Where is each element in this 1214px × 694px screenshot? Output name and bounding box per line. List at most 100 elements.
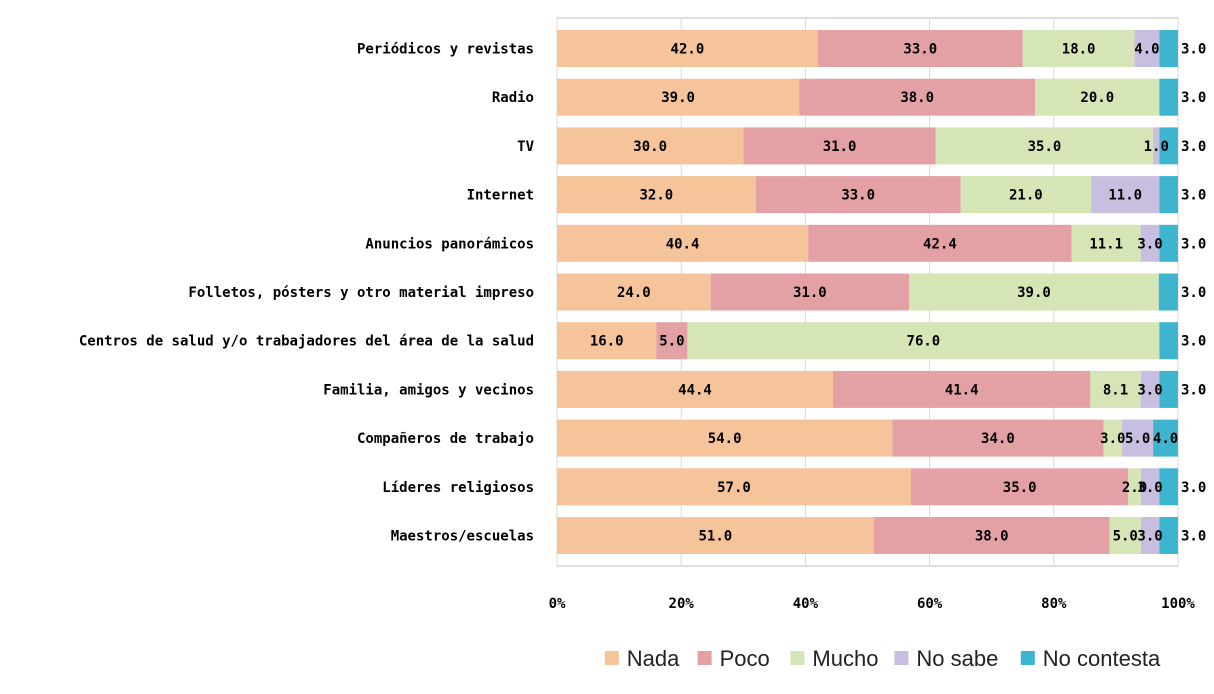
data-label: 3.0 (1181, 139, 1206, 155)
bar-segment-no-sabe (1153, 127, 1160, 165)
legend-label: No contesta (1043, 646, 1161, 671)
data-label: 3.0 (1137, 236, 1162, 252)
bar-segment-no-contesta (1159, 176, 1178, 214)
bar-segment-no-contesta (1159, 127, 1178, 165)
data-label: 42.0 (671, 42, 705, 58)
data-label: 39.0 (661, 90, 695, 106)
data-label: 57.0 (717, 480, 751, 496)
category-label: Radio (492, 90, 534, 106)
data-label: 11.1 (1089, 236, 1123, 252)
bar-segment-poco (892, 419, 1104, 457)
bar-segment-no-sabe (1140, 370, 1160, 408)
data-label: 39.0 (1017, 285, 1051, 301)
legend-item-poco: Poco (697, 646, 770, 671)
legend-label: Poco (720, 646, 770, 671)
bar-segment-nada (557, 78, 800, 116)
x-tick-label: 20% (669, 596, 695, 612)
data-label: 3.0 (1181, 382, 1206, 398)
data-label: 44.4 (678, 382, 712, 398)
x-tick-label: 80% (1041, 596, 1067, 612)
bar-segment-no-contesta (1159, 78, 1178, 116)
legend-swatch (604, 651, 619, 665)
data-label: 40.4 (666, 236, 700, 252)
data-label: 38.0 (975, 529, 1009, 545)
data-label: 3.0 (1181, 90, 1206, 106)
bar-segment-poco (833, 370, 1091, 408)
bar-segment-poco (755, 176, 961, 214)
data-label: 3.0 (1137, 529, 1162, 545)
bar-segment-no-sabe (1134, 30, 1160, 67)
bar-segment-mucho (1022, 30, 1135, 67)
data-label: 3.0 (1181, 480, 1206, 496)
bar-segment-mucho (1103, 419, 1123, 457)
data-label: 3.0 (1137, 480, 1162, 496)
data-label: 3.0 (1137, 382, 1162, 398)
bar-segment-nada (557, 127, 744, 165)
data-label: 3.0 (1181, 334, 1206, 350)
data-label: 35.0 (1003, 480, 1037, 496)
legend-swatch (790, 651, 805, 665)
value-labels: 42.0 33.0 18.0 4.0 3.0 39.0 38.0 20.0 3.0 30.0 31.… (590, 42, 1206, 545)
data-label: 3.0 (1100, 431, 1125, 447)
legend-item-nada: Nada (604, 646, 680, 671)
category-labels: Periódicos y revistas Radio TV Internet Anun… (79, 42, 535, 545)
bar-segment-poco (710, 273, 910, 311)
bar-segment-no-sabe (1122, 419, 1154, 457)
data-label: 3.0 (1181, 285, 1206, 301)
category-label: Compañeros de trabajo (357, 431, 534, 447)
x-tick-label: 100% (1161, 596, 1195, 612)
data-label: 5.0 (659, 334, 684, 350)
data-label: 3.0 (1181, 236, 1206, 252)
bar-segment-no-contesta (1159, 224, 1178, 262)
bar-segment-poco (799, 78, 1036, 116)
legend-item-no-contesta: No contesta (1020, 646, 1161, 671)
bar-segment-no-sabe (1140, 468, 1160, 506)
bar-segment-mucho (1128, 468, 1141, 506)
legend-swatch (1020, 651, 1035, 665)
data-label: 4.0 (1134, 42, 1159, 58)
bar-segment-mucho (909, 273, 1159, 311)
data-label: 31.0 (793, 285, 827, 301)
legend-item-mucho: Mucho (790, 646, 878, 671)
bar-segment-poco (808, 224, 1072, 262)
category-label: Líderes religiosos (382, 480, 534, 496)
bar-segment-no-contesta (1159, 370, 1178, 408)
bar-segment-mucho (1109, 517, 1141, 554)
bar-segment-no-sabe (1091, 176, 1160, 214)
x-axis-ticks: 0% 20% 40% 60% 80% 100% (549, 596, 1196, 612)
bar-segment-nada (557, 224, 809, 262)
bar-segment-no-contesta (1159, 30, 1178, 67)
data-label: 33.0 (903, 42, 937, 58)
category-label: Anuncios panorámicos (365, 236, 534, 252)
data-label: 3.0 (1181, 188, 1206, 204)
legend-label: Mucho (812, 646, 878, 671)
bar-segment-poco (743, 127, 936, 165)
x-tick-label: 0% (549, 596, 566, 612)
bar-segment-poco (656, 322, 688, 360)
category-label: Periódicos y revistas (357, 42, 534, 58)
bar-segment-mucho (1090, 370, 1141, 408)
bar-segment-poco (873, 517, 1110, 554)
bar-segment-no-sabe (1140, 224, 1160, 262)
data-label: 3.0 (1181, 529, 1206, 545)
data-label: 54.0 (708, 431, 742, 447)
data-label: 38.0 (900, 90, 934, 106)
category-label: Maestros/escuelas (391, 529, 534, 545)
bar-segment-no-contesta (1153, 419, 1178, 457)
data-label: 11.0 (1108, 188, 1142, 204)
bar-segment-nada (557, 322, 657, 360)
data-label: 32.0 (640, 188, 674, 204)
bar-segment-mucho (935, 127, 1154, 165)
data-label: 5.0 (1125, 431, 1150, 447)
data-label: 33.0 (841, 188, 875, 204)
data-label: 3.0 (1181, 42, 1206, 58)
x-tick-label: 40% (793, 596, 819, 612)
bar-segment-nada (557, 30, 818, 67)
data-label: 20.0 (1080, 90, 1114, 106)
data-label: 16.0 (590, 334, 624, 350)
bar-segment-no-contesta (1159, 322, 1178, 360)
data-label: 31.0 (823, 139, 857, 155)
bar-segment-mucho (687, 322, 1160, 360)
bar-segment-nada (557, 370, 833, 408)
